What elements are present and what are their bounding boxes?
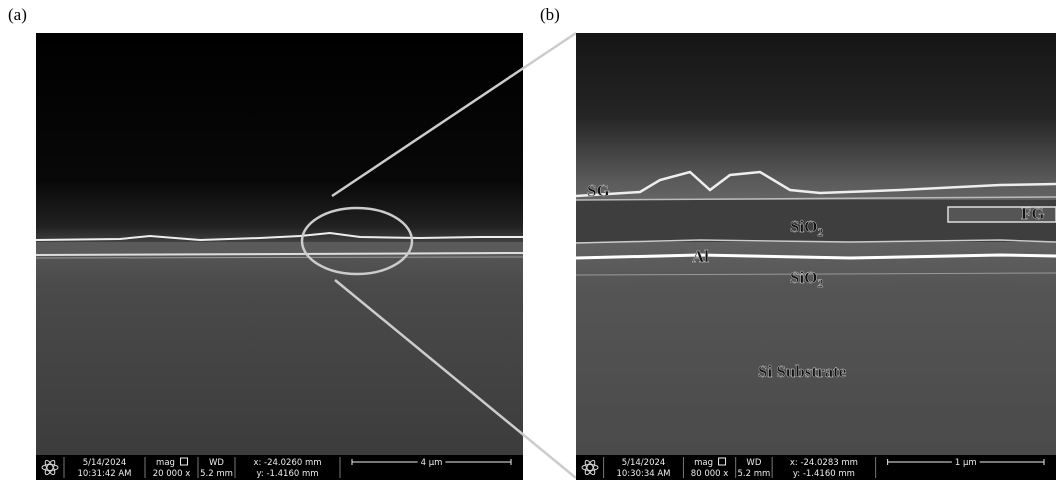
- annotation: FG: [1021, 204, 1045, 223]
- annotation: Si Substrate: [758, 362, 847, 381]
- info-text: 5/14/2024: [83, 458, 127, 468]
- info-text: WD: [746, 458, 761, 468]
- info-text: 20 000 x: [153, 469, 190, 479]
- info-text: 5.2 mm: [200, 469, 233, 479]
- sem-image: [576, 33, 1056, 455]
- info-text: mag: [156, 458, 175, 468]
- figure: (a) (b) SG SiO2 FG Al SiO2 Si Substrate …: [0, 0, 1056, 485]
- annotation-subscript: 2: [817, 225, 823, 239]
- panel-label: (b): [540, 5, 560, 24]
- info-text: y: -1.4160 mm: [793, 469, 855, 479]
- panel-label: (a): [8, 5, 27, 24]
- annotation: SG: [587, 181, 610, 200]
- page: (a) (b) SG SiO2 FG Al SiO2 Si Substrate …: [0, 0, 1056, 485]
- info-text: 80 000 x: [691, 469, 728, 479]
- info-text: 5/14/2024: [622, 458, 666, 468]
- info-text: x: -24.0283 mm: [790, 458, 858, 468]
- annotation-text: SiO: [790, 217, 817, 236]
- info-text: 10:30:34 AM: [616, 469, 670, 479]
- annotation-subscript: 2: [817, 276, 823, 290]
- scale-label: 1 μm: [955, 458, 977, 468]
- info-text: 5.2 mm: [738, 469, 771, 479]
- info-text: WD: [209, 458, 224, 468]
- scale-label: 4 μm: [421, 458, 443, 468]
- annotation: Al: [692, 247, 709, 266]
- annotation-text: SiO: [790, 268, 817, 287]
- info-text: x: -24.0260 mm: [253, 458, 321, 468]
- info-text: 10:31:42 AM: [77, 469, 131, 479]
- info-text: mag: [694, 458, 713, 468]
- info-text: y: -1.4160 mm: [256, 469, 318, 479]
